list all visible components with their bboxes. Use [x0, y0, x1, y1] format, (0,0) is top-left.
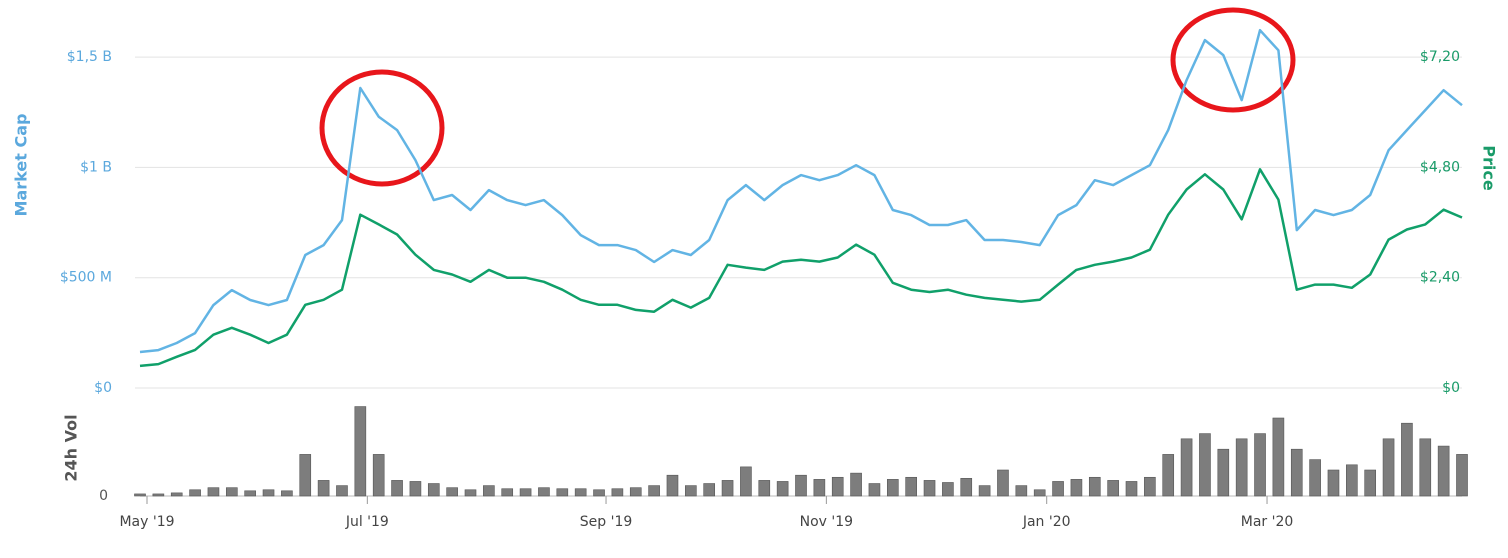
- y-tick-label: 0: [99, 488, 108, 504]
- bar: [464, 489, 477, 497]
- bar: [207, 487, 220, 497]
- bar: [1162, 454, 1175, 497]
- bar: [427, 483, 440, 497]
- bar: [501, 488, 514, 497]
- bar: [483, 485, 495, 497]
- y-tick-label: $0: [94, 380, 112, 396]
- series-line: [139, 168, 1463, 368]
- bar: [1382, 438, 1395, 497]
- bar: [776, 481, 789, 497]
- x-tick-label: Mar '20: [1241, 514, 1294, 530]
- bar: [997, 469, 1009, 497]
- bar: [244, 490, 256, 497]
- y-tick-label: $1 B: [80, 159, 112, 175]
- bar: [1070, 479, 1083, 497]
- bar: [152, 493, 165, 497]
- bar: [1346, 464, 1358, 497]
- bar: [648, 485, 660, 497]
- bar: [1437, 445, 1450, 497]
- bar: [1327, 469, 1340, 497]
- series-line: [139, 28, 1463, 354]
- bar: [905, 476, 917, 497]
- bar: [409, 481, 422, 497]
- x-tick-label: Jul '19: [345, 514, 389, 530]
- bar: [1290, 448, 1303, 497]
- bar: [372, 454, 385, 497]
- bar: [336, 485, 348, 497]
- bar: [1052, 481, 1064, 497]
- bar: [868, 483, 881, 497]
- x-tick-label: Sep '19: [580, 514, 633, 530]
- bar: [225, 487, 238, 497]
- bar: [538, 487, 550, 497]
- bar: [556, 488, 569, 497]
- bar: [1272, 417, 1285, 497]
- y2-tick-label: $0: [1442, 380, 1460, 396]
- y-tick-label: $1,5 B: [67, 49, 112, 65]
- bar: [666, 474, 679, 497]
- bar: [1254, 433, 1266, 497]
- bar: [446, 487, 458, 497]
- bar: [1309, 459, 1321, 497]
- bar: [1217, 448, 1230, 497]
- bar: [831, 476, 844, 497]
- bar: [1107, 480, 1119, 497]
- bar: [170, 492, 183, 497]
- bar: [703, 483, 716, 497]
- bar: [1235, 438, 1248, 497]
- bar: [758, 480, 771, 497]
- bar: [850, 472, 862, 497]
- bar: [574, 488, 587, 497]
- bar: [1419, 438, 1432, 497]
- bar: [960, 478, 973, 497]
- bar: [391, 480, 403, 497]
- bar: [1456, 454, 1468, 497]
- bar: [134, 493, 146, 497]
- x-tick-label: May '19: [119, 514, 174, 530]
- bar: [629, 487, 642, 497]
- y2-axis-title: Price: [1480, 145, 1499, 191]
- bar: [1125, 481, 1138, 497]
- bar: [189, 489, 201, 497]
- bar: [281, 490, 293, 497]
- bar: [923, 480, 936, 497]
- bar: [317, 480, 330, 497]
- bar: [354, 406, 367, 497]
- bar: [611, 488, 624, 497]
- bar: [299, 454, 312, 497]
- bar: [795, 474, 807, 497]
- bar: [519, 488, 532, 497]
- x-tick-label: Nov '19: [800, 514, 853, 530]
- bar: [593, 489, 605, 497]
- y-axis-title: Market Cap: [12, 114, 31, 217]
- bar: [740, 466, 752, 497]
- y2-tick-label: $7,20: [1420, 49, 1460, 65]
- highlight-circle: [1170, 7, 1296, 113]
- bar: [1199, 433, 1211, 497]
- y2-tick-label: $4,80: [1420, 159, 1460, 175]
- bar: [262, 489, 275, 497]
- bar: [1088, 476, 1101, 497]
- highlight-circle: [319, 69, 445, 187]
- bar: [1401, 422, 1413, 497]
- bar: [1364, 469, 1377, 497]
- y-tick-label: $500 M: [60, 270, 112, 286]
- bar: [1015, 485, 1028, 497]
- bar: [1144, 476, 1156, 497]
- y2-tick-label: $2,40: [1420, 270, 1460, 286]
- vol-axis-title: 24h Vol: [62, 414, 81, 481]
- bar: [721, 480, 734, 497]
- bar: [978, 485, 991, 497]
- bar: [685, 485, 697, 497]
- bar: [1180, 438, 1193, 497]
- bar: [813, 479, 826, 497]
- bar: [886, 479, 899, 497]
- bar: [1033, 489, 1046, 497]
- x-tick-label: Jan '20: [1022, 514, 1071, 530]
- bar: [942, 482, 954, 497]
